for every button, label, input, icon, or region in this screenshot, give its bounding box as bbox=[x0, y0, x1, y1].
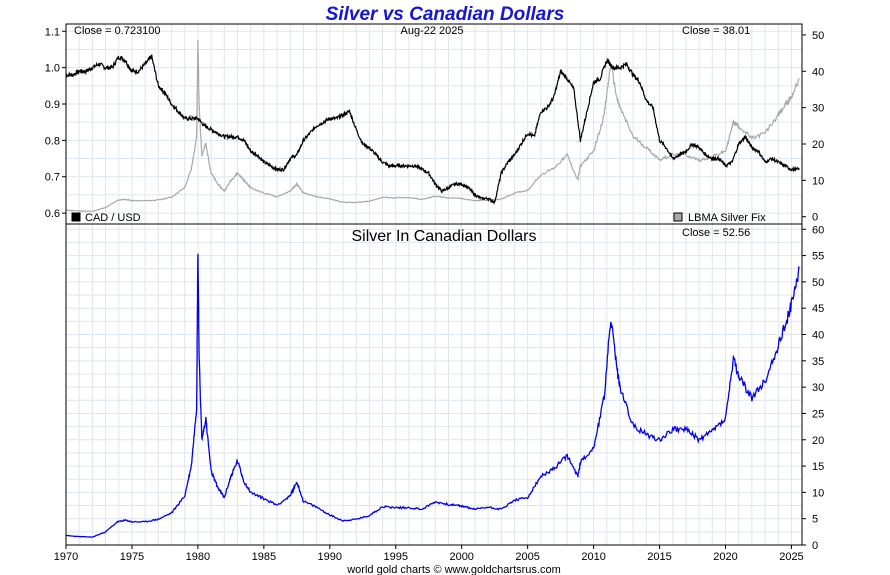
bottom-panel-lines bbox=[65, 253, 800, 538]
series-line-silver bbox=[66, 39, 800, 212]
right-tick-label: 55 bbox=[812, 251, 824, 263]
footer-credit: world gold charts © www.goldchartsrus.co… bbox=[346, 564, 561, 575]
silver-legend-label: LBMA Silver Fix bbox=[688, 212, 766, 224]
right-tick-label: 45 bbox=[812, 303, 824, 315]
top-panel-grid bbox=[65, 24, 802, 224]
bottom-panel-grid bbox=[65, 224, 802, 546]
cad-close-label: Close = 0.723100 bbox=[74, 25, 161, 37]
right-tick-label: 30 bbox=[812, 103, 824, 115]
right-tick-label: 25 bbox=[812, 408, 824, 420]
right-tick-label: 30 bbox=[812, 382, 824, 394]
bottom-close-label: Close = 52.56 bbox=[682, 227, 750, 239]
right-tick-label: 60 bbox=[812, 224, 824, 236]
right-tick-label: 0 bbox=[812, 212, 818, 224]
right-tick-label: 15 bbox=[812, 461, 824, 473]
left-tick-label: 1.0 bbox=[45, 63, 60, 75]
x-tick-label: 2000 bbox=[449, 551, 473, 563]
x-tick-label: 1990 bbox=[318, 551, 342, 563]
bottom-panel-frame bbox=[65, 223, 803, 546]
left-tick-label: 0.6 bbox=[45, 208, 60, 220]
top-panel-lines bbox=[65, 39, 800, 212]
right-tick-label: 10 bbox=[812, 175, 824, 187]
right-tick-label: 10 bbox=[812, 487, 824, 499]
right-tick-label: 40 bbox=[812, 66, 824, 78]
right-tick-label: 40 bbox=[812, 330, 824, 342]
x-tick-label: 1975 bbox=[120, 551, 144, 563]
right-tick-label: 0 bbox=[812, 540, 818, 552]
bottom-panel-title: Silver In Canadian Dollars bbox=[352, 228, 537, 245]
date-label: Aug-22 2025 bbox=[401, 25, 464, 37]
left-tick-label: 0.8 bbox=[45, 135, 60, 147]
x-tick-label: 2005 bbox=[515, 551, 539, 563]
top-left-axis: 0.6 0.7 0.8 0.9 1.0 1.1 bbox=[45, 26, 66, 220]
x-tick-label: 2010 bbox=[581, 551, 605, 563]
x-tick-label: 2020 bbox=[713, 551, 737, 563]
bottom-right-axis: 0 5 10 15 20 25 30 35 40 45 50 55 60 bbox=[802, 224, 824, 552]
x-axis: 1970 1975 1980 1985 1990 1995 2000 2005 2010 2015… bbox=[54, 545, 804, 563]
chart-title: Silver vs Canadian Dollars bbox=[326, 4, 565, 25]
x-tick-label: 1980 bbox=[186, 551, 210, 563]
cad-legend-swatch bbox=[71, 212, 81, 222]
right-tick-label: 5 bbox=[812, 514, 818, 526]
cad-legend-label: CAD / USD bbox=[85, 212, 141, 224]
left-tick-label: 1.1 bbox=[45, 26, 60, 38]
right-tick-label: 35 bbox=[812, 356, 824, 368]
right-tick-label: 20 bbox=[812, 435, 824, 447]
right-tick-label: 20 bbox=[812, 139, 824, 151]
left-tick-label: 0.7 bbox=[45, 172, 60, 184]
series-line-cad bbox=[65, 54, 800, 205]
x-tick-label: 1985 bbox=[252, 551, 276, 563]
right-tick-label: 50 bbox=[812, 277, 824, 289]
x-tick-label: 2025 bbox=[779, 551, 803, 563]
x-tick-label: 2015 bbox=[647, 551, 671, 563]
top-right-axis: 0 10 20 30 40 50 bbox=[802, 30, 824, 224]
silver-legend-swatch bbox=[673, 212, 683, 222]
right-tick-label: 50 bbox=[812, 30, 824, 42]
series-line-silver-cad bbox=[65, 253, 800, 538]
silver-close-label: Close = 38.01 bbox=[682, 25, 750, 37]
x-tick-label: 1970 bbox=[54, 551, 78, 563]
left-tick-label: 0.9 bbox=[45, 99, 60, 111]
x-tick-label: 1995 bbox=[384, 551, 408, 563]
